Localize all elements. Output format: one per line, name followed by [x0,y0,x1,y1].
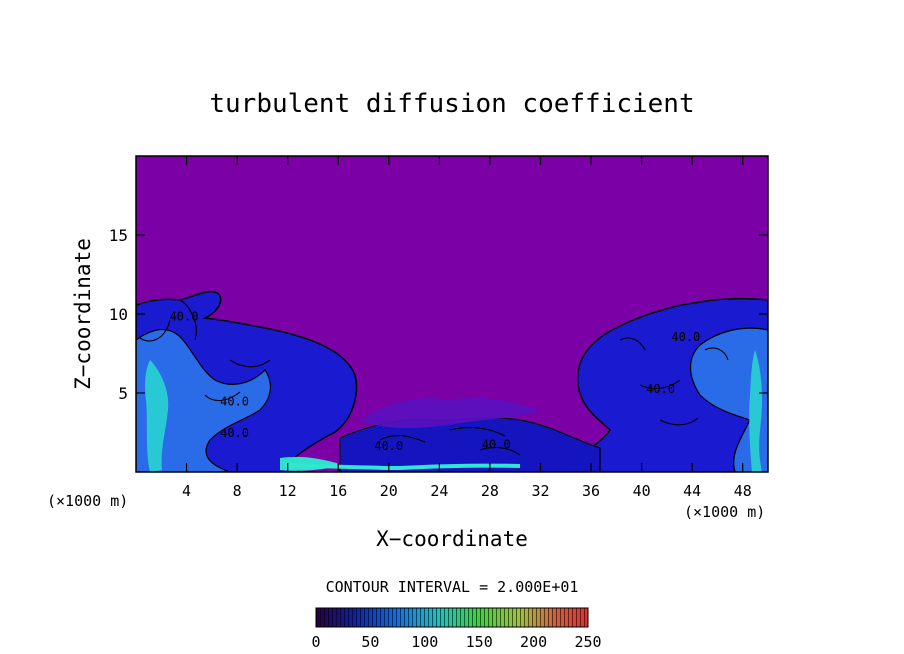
x-tick-label: 4 [182,482,191,500]
y-tick-label: 10 [109,305,128,324]
x-tick-label: 12 [279,482,297,500]
contour-label: 40.0 [646,382,675,396]
x-tick-label: 20 [380,482,398,500]
y-tick-label: 5 [118,384,128,403]
plot-area: 40.0 40.0 40.0 40.0 40.0 40.0 40.0 [136,156,768,472]
contour-lines [139,299,729,456]
x-unit-left: (×1000 m) [47,492,128,510]
x-tick-label: 36 [582,482,600,500]
chart-title: turbulent diffusion coefficient [209,89,694,119]
contour-labels: 40.0 40.0 40.0 40.0 40.0 40.0 40.0 [170,309,701,453]
x-tick-label: 32 [531,482,549,500]
colorbar-tick-label: 0 [311,633,320,651]
x-tick-label: 28 [481,482,499,500]
x-unit-right: (×1000 m) [684,503,765,521]
right-lighter-region [690,327,768,472]
contour-label: 40.0 [482,437,511,451]
colorbar-tick-label: 250 [574,633,601,651]
x-tick-label: 16 [329,482,347,500]
left-lighter-region [136,328,272,472]
contour-interval: CONTOUR INTERVAL = 2.000E+01 [326,578,579,596]
contour-label: 40.0 [220,395,249,409]
x-tick-label: 8 [233,482,242,500]
colorbar-frame [315,607,589,628]
colorbar-tick-label: 50 [361,633,379,651]
x-ticks: 4 8 12 16 20 24 28 32 36 40 44 48 [182,156,752,500]
bottom-cyan-line [284,463,521,471]
colorbar-stripes [316,608,588,627]
contour-label: 40.0 [671,330,700,344]
colorbar: 0 50 100 150 200 250 [311,607,602,651]
right-cyan-streak [749,350,763,472]
x-tick-label: 44 [683,482,701,500]
x-tick-label: 24 [430,482,448,500]
turbulence-field [136,290,768,472]
contour-label: 40.0 [220,426,249,440]
colorbar-tick-label: 100 [411,633,438,651]
x-axis-label: X−coordinate [376,527,528,551]
colorbar-tick-label: 200 [520,633,547,651]
y-ticks: 5 10 15 [109,226,768,403]
contour-label: 40.0 [170,309,199,323]
central-purple-pocket [360,398,540,429]
left-cyan-streak [145,360,169,472]
contour-label: 40.0 [374,439,403,453]
x-tick-label: 48 [734,482,752,500]
x-tick-label: 40 [633,482,651,500]
y-tick-label: 15 [109,226,128,245]
colorbar-ticks: 0 50 100 150 200 250 [311,633,601,651]
y-axis-label: Z−coordinate [71,238,95,390]
colorbar-tick-label: 150 [466,633,493,651]
